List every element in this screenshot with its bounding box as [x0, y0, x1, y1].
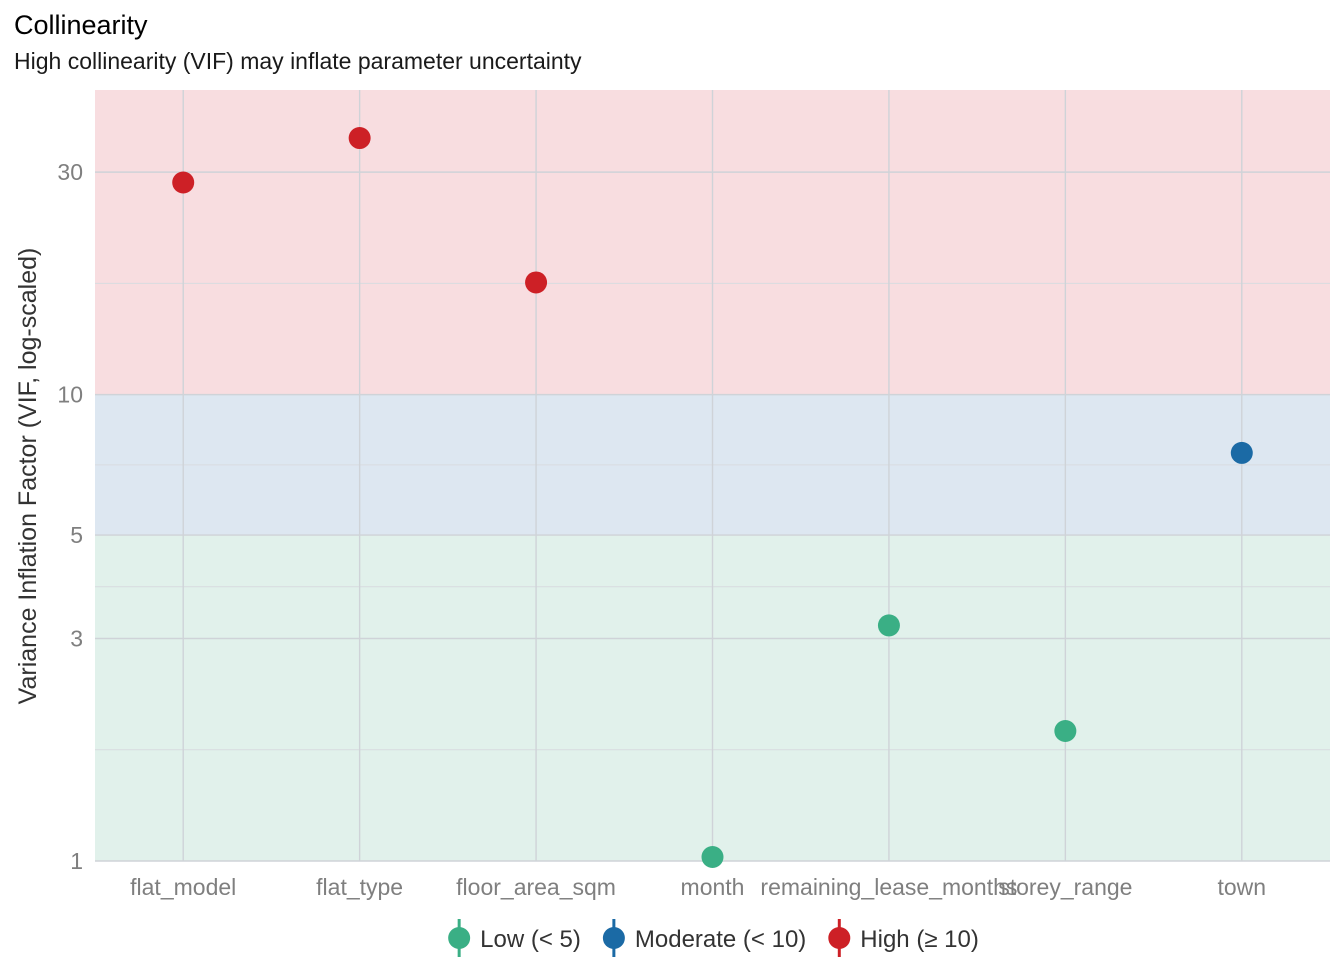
y-axis-label: Variance Inflation Factor (VIF, log-scal…: [14, 248, 42, 705]
chart-subtitle: High collinearity (VIF) may inflate para…: [14, 48, 582, 74]
y-tick-label: 1: [70, 848, 83, 874]
x-tick-label: town: [1217, 874, 1266, 900]
legend-label: Low (< 5): [480, 926, 581, 953]
legend-label: Moderate (< 10): [635, 926, 806, 953]
x-tick-label: flat_model: [130, 874, 236, 900]
x-tick-label: storey_range: [998, 874, 1132, 900]
legend-label: High (≥ 10): [860, 926, 979, 953]
data-point: [701, 845, 724, 868]
x-tick-label: month: [681, 874, 745, 900]
y-tick-labels: 1 3 5 10 30: [57, 159, 83, 874]
legend: Low (< 5) Moderate (< 10) High (≥ 10): [448, 919, 979, 957]
legend-key-dot: [602, 927, 625, 949]
data-point: [877, 614, 900, 637]
y-tick-label: 5: [70, 522, 83, 548]
x-tick-label: remaining_lease_months: [760, 874, 1017, 900]
legend-key-dot: [828, 927, 851, 949]
data-point: [348, 127, 371, 150]
data-point: [172, 171, 195, 194]
y-tick-label: 30: [57, 159, 83, 185]
data-points: [172, 127, 1253, 868]
y-tick-label: 10: [57, 382, 83, 408]
x-tick-labels: flat_model flat_type floor_area_sqm month re…: [130, 874, 1266, 900]
chart-title: Collinearity: [14, 10, 148, 40]
y-tick-label: 3: [70, 625, 83, 651]
x-tick-label: floor_area_sqm: [456, 874, 616, 900]
x-tick-label: flat_type: [316, 874, 403, 900]
data-point: [1230, 441, 1253, 464]
data-point: [1054, 719, 1077, 742]
data-point: [525, 271, 548, 294]
grid-lines: [95, 90, 1330, 862]
legend-key-dot: [448, 927, 471, 949]
